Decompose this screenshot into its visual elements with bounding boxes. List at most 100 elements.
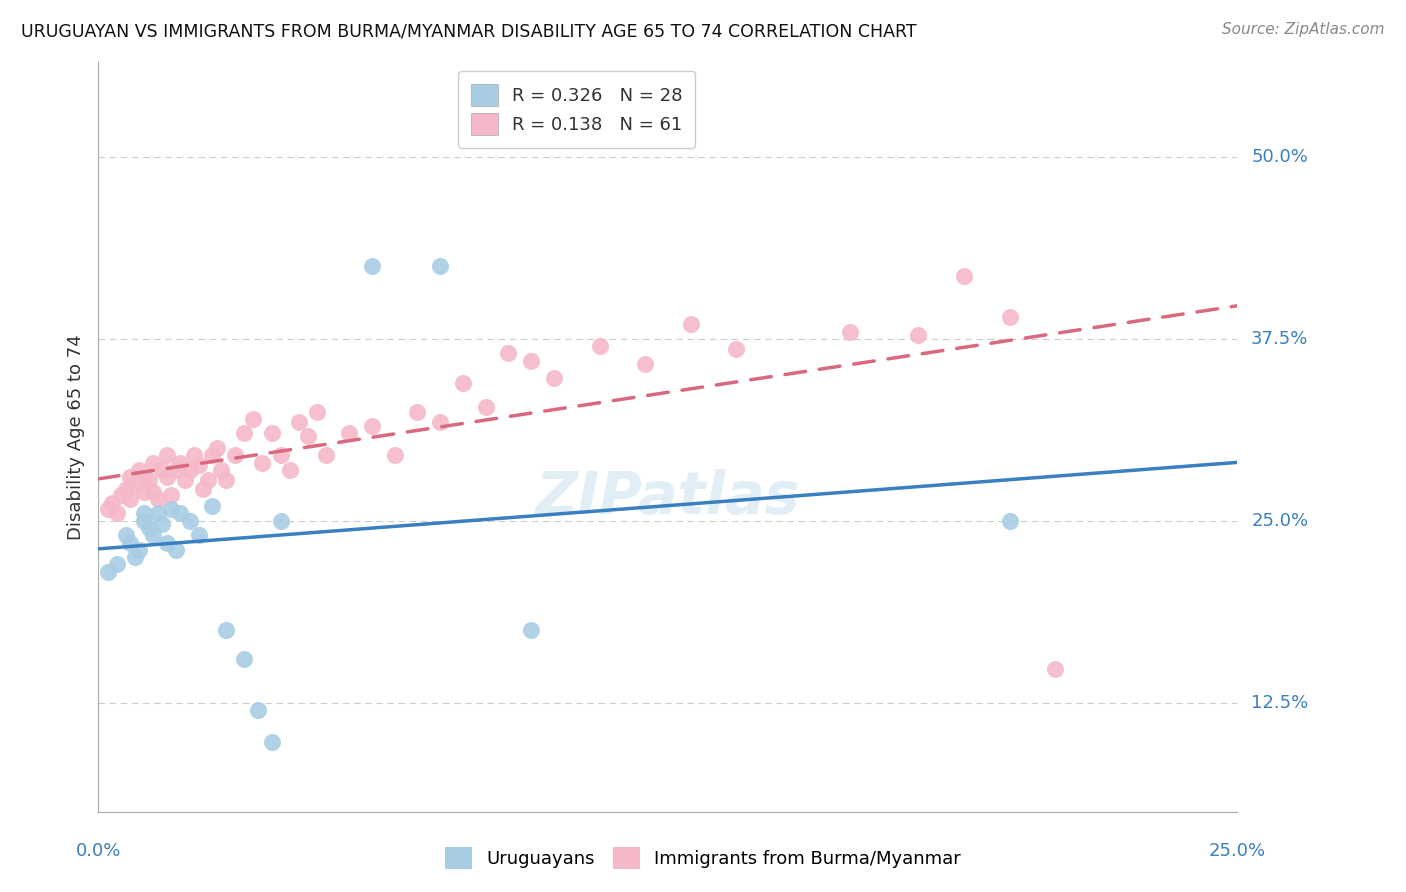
Point [242,412,264,426]
Point [120,470,142,484]
Point [120,535,142,549]
Point [209,463,232,477]
Point [297,429,319,443]
Point [998,310,1021,324]
Point [105,507,128,521]
Point [278,463,301,477]
Point [839,325,862,339]
Point [201,448,224,462]
Point [725,342,748,356]
Point [156,535,179,549]
Point [160,502,183,516]
Point [128,542,150,557]
Point [124,477,146,491]
Point [124,550,146,565]
Point [224,448,246,462]
Text: 12.5%: 12.5% [1251,694,1309,712]
Point [498,346,520,360]
Point [429,415,451,429]
Point [998,514,1021,528]
Point [187,458,209,473]
Point [146,491,169,506]
Legend: R = 0.326   N = 28, R = 0.138   N = 61: R = 0.326 N = 28, R = 0.138 N = 61 [458,71,696,148]
Point [150,516,173,531]
Point [233,652,256,666]
Point [215,473,238,487]
Point [679,318,702,332]
Point [132,514,155,528]
Point [179,514,201,528]
Point [110,487,132,501]
Point [252,456,274,470]
Text: ZIPatlas: ZIPatlas [536,468,800,525]
Point [406,404,429,418]
Point [520,623,543,637]
Point [128,463,150,477]
Point [150,463,173,477]
Point [197,473,219,487]
Point [165,542,187,557]
Point [96,565,118,579]
Point [160,487,183,501]
Point [114,528,136,542]
Point [201,499,224,513]
Point [142,456,165,470]
Point [429,259,451,273]
Point [120,491,142,506]
Point [96,502,118,516]
Text: Source: ZipAtlas.com: Source: ZipAtlas.com [1222,22,1385,37]
Point [183,448,205,462]
Point [187,528,209,542]
Text: 50.0%: 50.0% [1251,148,1308,166]
Point [142,484,165,499]
Y-axis label: Disability Age 65 to 74: Disability Age 65 to 74 [66,334,84,540]
Point [169,507,191,521]
Point [142,528,165,542]
Text: 37.5%: 37.5% [1251,330,1309,348]
Point [179,463,201,477]
Point [193,482,215,496]
Point [260,426,283,441]
Point [360,419,382,434]
Point [205,441,228,455]
Point [146,507,169,521]
Point [384,448,406,462]
Point [360,259,382,273]
Point [138,521,160,535]
Point [953,269,976,284]
Point [101,496,124,510]
Text: 25.0%: 25.0% [1251,512,1309,530]
Point [105,558,128,572]
Point [307,404,329,418]
Point [1043,662,1066,676]
Point [315,448,337,462]
Text: 25.0%: 25.0% [1209,842,1265,860]
Point [165,463,187,477]
Point [233,426,256,441]
Point [132,507,155,521]
Point [114,482,136,496]
Point [907,327,929,342]
Point [215,623,238,637]
Legend: Uruguayans, Immigrants from Burma/Myanmar: Uruguayans, Immigrants from Burma/Myanma… [436,838,970,879]
Point [634,357,657,371]
Point [174,473,197,487]
Point [543,371,565,385]
Point [156,470,179,484]
Point [337,426,360,441]
Point [246,703,269,717]
Point [588,339,610,353]
Point [260,735,283,749]
Point [169,456,191,470]
Point [132,470,155,484]
Point [138,473,160,487]
Point [156,448,179,462]
Point [270,448,292,462]
Text: URUGUAYAN VS IMMIGRANTS FROM BURMA/MYANMAR DISABILITY AGE 65 TO 74 CORRELATION C: URUGUAYAN VS IMMIGRANTS FROM BURMA/MYANM… [21,22,917,40]
Text: 0.0%: 0.0% [76,842,121,860]
Point [474,401,496,415]
Point [288,415,311,429]
Point [520,353,543,368]
Point [451,376,474,390]
Point [132,484,155,499]
